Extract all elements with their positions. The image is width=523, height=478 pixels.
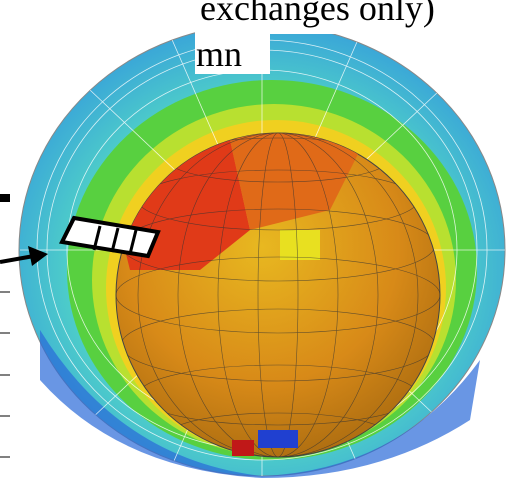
column-marker (0, 215, 161, 266)
arrow-head (28, 246, 48, 266)
caption-bg (195, 34, 270, 74)
bullet (0, 194, 10, 202)
red-block (232, 440, 254, 456)
core-patches (120, 133, 360, 270)
left-marks (0, 194, 10, 458)
column-divider (92, 225, 102, 251)
yellow-patch (280, 230, 320, 260)
blue-band (40, 330, 480, 478)
caption-line: mn (196, 34, 242, 74)
column-divider (128, 229, 138, 255)
caption-line: exchanges only) (200, 0, 435, 28)
blue-block (258, 430, 298, 448)
caption-bg (195, 0, 335, 34)
arrow-shaft (0, 254, 35, 264)
column-box (58, 215, 161, 259)
core (115, 132, 441, 458)
column-divider (110, 227, 120, 253)
orange-patch (230, 133, 360, 230)
